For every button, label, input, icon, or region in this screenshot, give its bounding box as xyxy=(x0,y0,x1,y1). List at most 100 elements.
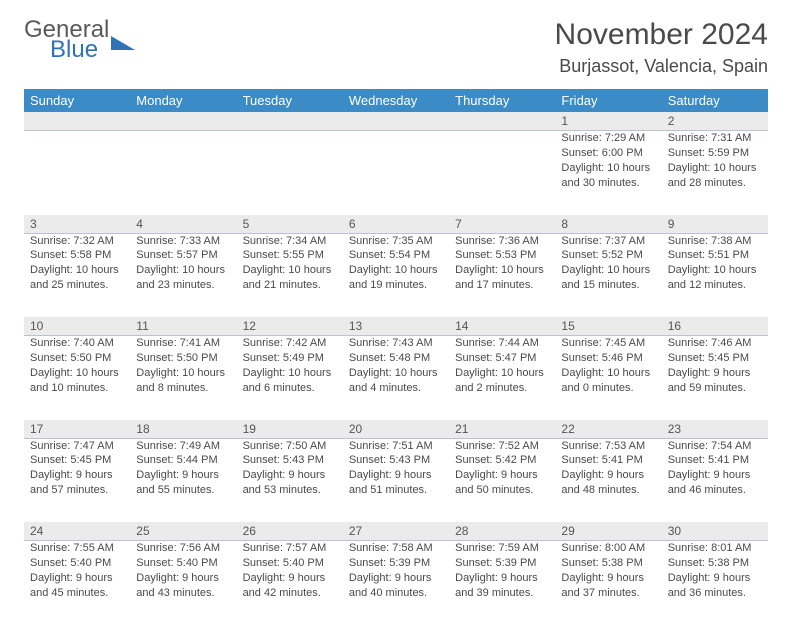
day-number-row: 24252627282930 xyxy=(24,522,768,541)
daylight-line-1: Daylight: 10 hours xyxy=(349,366,443,381)
day-number-cell: 24 xyxy=(24,522,130,541)
daylight-line-1: Daylight: 9 hours xyxy=(668,366,762,381)
daylight-line-1: Daylight: 9 hours xyxy=(136,468,230,483)
sunset-line: Sunset: 5:45 PM xyxy=(668,351,762,366)
day-detail-cell: Sunrise: 7:32 AMSunset: 5:58 PMDaylight:… xyxy=(24,233,130,317)
day-number-cell xyxy=(24,112,130,131)
day-detail-cell: Sunrise: 7:46 AMSunset: 5:45 PMDaylight:… xyxy=(662,336,768,420)
sunrise-line: Sunrise: 7:54 AM xyxy=(668,439,762,454)
day-header: Thursday xyxy=(449,89,555,112)
sunrise-line: Sunrise: 7:51 AM xyxy=(349,439,443,454)
day-number-cell xyxy=(130,112,236,131)
day-number-cell: 5 xyxy=(237,215,343,234)
sunset-line: Sunset: 5:39 PM xyxy=(349,556,443,571)
daylight-line-1: Daylight: 9 hours xyxy=(243,571,337,586)
daylight-line-1: Daylight: 10 hours xyxy=(136,366,230,381)
sunrise-line: Sunrise: 7:52 AM xyxy=(455,439,549,454)
day-detail-cell: Sunrise: 7:42 AMSunset: 5:49 PMDaylight:… xyxy=(237,336,343,420)
sunrise-line: Sunrise: 7:45 AM xyxy=(561,336,655,351)
daylight-line-2: and 25 minutes. xyxy=(30,278,124,293)
sunrise-line: Sunrise: 8:01 AM xyxy=(668,541,762,556)
daylight-line-2: and 50 minutes. xyxy=(455,483,549,498)
sunset-line: Sunset: 5:57 PM xyxy=(136,248,230,263)
title-block: November 2024 Burjassot, Valencia, Spain xyxy=(555,18,768,77)
daylight-line-1: Daylight: 10 hours xyxy=(349,263,443,278)
day-detail-cell: Sunrise: 7:33 AMSunset: 5:57 PMDaylight:… xyxy=(130,233,236,317)
daylight-line-1: Daylight: 10 hours xyxy=(561,366,655,381)
day-number-cell xyxy=(449,112,555,131)
day-detail-cell: Sunrise: 7:36 AMSunset: 5:53 PMDaylight:… xyxy=(449,233,555,317)
daylight-line-1: Daylight: 9 hours xyxy=(349,571,443,586)
day-number-cell: 22 xyxy=(555,420,661,439)
daylight-line-2: and 21 minutes. xyxy=(243,278,337,293)
daylight-line-2: and 59 minutes. xyxy=(668,381,762,396)
sunset-line: Sunset: 5:43 PM xyxy=(349,453,443,468)
day-number-cell: 30 xyxy=(662,522,768,541)
sunset-line: Sunset: 5:45 PM xyxy=(30,453,124,468)
day-detail-cell: Sunrise: 7:44 AMSunset: 5:47 PMDaylight:… xyxy=(449,336,555,420)
day-header: Tuesday xyxy=(237,89,343,112)
day-detail-cell: Sunrise: 7:35 AMSunset: 5:54 PMDaylight:… xyxy=(343,233,449,317)
logo: General Blue xyxy=(24,18,135,62)
calendar-table: Sunday Monday Tuesday Wednesday Thursday… xyxy=(24,89,768,625)
sunrise-line: Sunrise: 7:41 AM xyxy=(136,336,230,351)
day-detail-cell: Sunrise: 7:49 AMSunset: 5:44 PMDaylight:… xyxy=(130,438,236,522)
daylight-line-1: Daylight: 10 hours xyxy=(561,161,655,176)
sunrise-line: Sunrise: 7:35 AM xyxy=(349,234,443,249)
day-number-cell: 21 xyxy=(449,420,555,439)
daylight-line-2: and 4 minutes. xyxy=(349,381,443,396)
daylight-line-1: Daylight: 10 hours xyxy=(30,366,124,381)
sunrise-line: Sunrise: 7:49 AM xyxy=(136,439,230,454)
day-number-cell xyxy=(237,112,343,131)
daylight-line-1: Daylight: 10 hours xyxy=(668,263,762,278)
header: General Blue November 2024 Burjassot, Va… xyxy=(24,18,768,77)
day-detail-cell: Sunrise: 7:54 AMSunset: 5:41 PMDaylight:… xyxy=(662,438,768,522)
day-number-cell: 23 xyxy=(662,420,768,439)
day-detail-cell xyxy=(449,131,555,215)
day-detail-row: Sunrise: 7:40 AMSunset: 5:50 PMDaylight:… xyxy=(24,336,768,420)
day-number-cell: 9 xyxy=(662,215,768,234)
day-detail-row: Sunrise: 7:29 AMSunset: 6:00 PMDaylight:… xyxy=(24,131,768,215)
sunset-line: Sunset: 5:53 PM xyxy=(455,248,549,263)
daylight-line-1: Daylight: 10 hours xyxy=(455,366,549,381)
day-number-cell: 4 xyxy=(130,215,236,234)
day-number-cell: 20 xyxy=(343,420,449,439)
day-header: Friday xyxy=(555,89,661,112)
sunset-line: Sunset: 5:41 PM xyxy=(668,453,762,468)
daylight-line-1: Daylight: 10 hours xyxy=(668,161,762,176)
daylight-line-2: and 28 minutes. xyxy=(668,176,762,191)
sunset-line: Sunset: 5:40 PM xyxy=(136,556,230,571)
day-number-row: 3456789 xyxy=(24,215,768,234)
daylight-line-1: Daylight: 9 hours xyxy=(561,468,655,483)
daylight-line-2: and 46 minutes. xyxy=(668,483,762,498)
day-header: Monday xyxy=(130,89,236,112)
sunset-line: Sunset: 5:44 PM xyxy=(136,453,230,468)
daylight-line-2: and 39 minutes. xyxy=(455,586,549,601)
daylight-line-1: Daylight: 9 hours xyxy=(30,468,124,483)
sunrise-line: Sunrise: 7:55 AM xyxy=(30,541,124,556)
sunrise-line: Sunrise: 7:38 AM xyxy=(668,234,762,249)
daylight-line-2: and 40 minutes. xyxy=(349,586,443,601)
day-number-row: 17181920212223 xyxy=(24,420,768,439)
daylight-line-2: and 8 minutes. xyxy=(136,381,230,396)
daylight-line-2: and 10 minutes. xyxy=(30,381,124,396)
day-detail-cell xyxy=(130,131,236,215)
sunset-line: Sunset: 5:50 PM xyxy=(30,351,124,366)
day-number-cell: 17 xyxy=(24,420,130,439)
day-detail-cell: Sunrise: 7:38 AMSunset: 5:51 PMDaylight:… xyxy=(662,233,768,317)
sunrise-line: Sunrise: 8:00 AM xyxy=(561,541,655,556)
daylight-line-2: and 51 minutes. xyxy=(349,483,443,498)
sunset-line: Sunset: 5:58 PM xyxy=(30,248,124,263)
day-detail-cell: Sunrise: 7:50 AMSunset: 5:43 PMDaylight:… xyxy=(237,438,343,522)
day-number-cell: 2 xyxy=(662,112,768,131)
daylight-line-2: and 48 minutes. xyxy=(561,483,655,498)
sunset-line: Sunset: 5:54 PM xyxy=(349,248,443,263)
day-number-cell: 25 xyxy=(130,522,236,541)
sunset-line: Sunset: 5:50 PM xyxy=(136,351,230,366)
daylight-line-1: Daylight: 9 hours xyxy=(455,571,549,586)
daylight-line-2: and 43 minutes. xyxy=(136,586,230,601)
sunset-line: Sunset: 5:46 PM xyxy=(561,351,655,366)
sunset-line: Sunset: 5:38 PM xyxy=(561,556,655,571)
daylight-line-2: and 30 minutes. xyxy=(561,176,655,191)
day-header-row: Sunday Monday Tuesday Wednesday Thursday… xyxy=(24,89,768,112)
